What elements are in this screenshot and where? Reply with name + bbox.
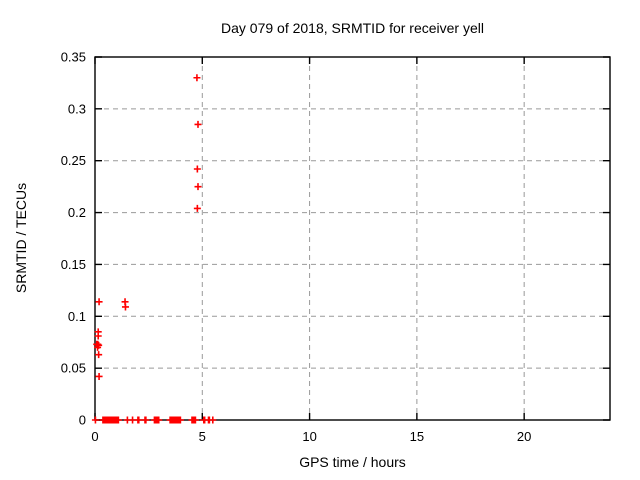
y-tick-label: 0.3 bbox=[68, 101, 86, 116]
y-tick-label: 0.05 bbox=[61, 361, 86, 376]
x-tick-label: 10 bbox=[302, 429, 316, 444]
x-tick-label: 5 bbox=[199, 429, 206, 444]
chart-title: Day 079 of 2018, SRMTID for receiver yel… bbox=[221, 20, 484, 36]
axis-ticks bbox=[94, 56, 610, 421]
data-point-markers bbox=[93, 74, 202, 380]
y-tick-label: 0.2 bbox=[68, 205, 86, 220]
x-tick-label: 15 bbox=[410, 429, 424, 444]
x-tick-label: 0 bbox=[91, 429, 98, 444]
y-tick-label: 0.25 bbox=[61, 153, 86, 168]
y-tick-label: 0.35 bbox=[61, 50, 86, 65]
y-tick-label: 0.15 bbox=[61, 257, 86, 272]
gridlines bbox=[94, 56, 610, 421]
baseline-markers bbox=[91, 416, 217, 424]
x-tick-label: 20 bbox=[517, 429, 531, 444]
y-tick-label: 0.1 bbox=[68, 309, 86, 324]
y-tick-label: 0 bbox=[79, 413, 86, 428]
y-axis-label: SRMTID / TECUs bbox=[13, 182, 29, 294]
plot-frame bbox=[94, 56, 611, 421]
x-axis-label: GPS time / hours bbox=[299, 454, 406, 470]
